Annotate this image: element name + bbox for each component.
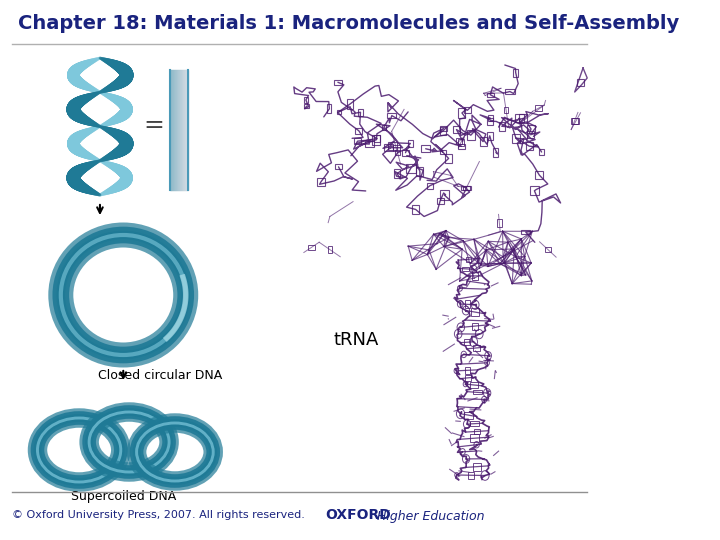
Bar (527, 125, 535, 133)
Bar (459, 108, 465, 118)
Bar (469, 382, 477, 388)
Bar (335, 165, 342, 169)
Bar (462, 267, 469, 271)
Bar (515, 114, 524, 122)
Bar (445, 154, 452, 163)
Bar (472, 272, 478, 280)
Bar (487, 132, 493, 140)
Text: tRNA: tRNA (333, 331, 379, 349)
Bar (456, 138, 462, 144)
Bar (382, 125, 386, 130)
Bar (327, 104, 331, 113)
Bar (472, 308, 479, 316)
Bar (463, 186, 471, 190)
Bar (408, 140, 413, 147)
Bar (374, 136, 380, 142)
Bar (387, 113, 396, 118)
Text: Chapter 18: Materials 1: Macromolecules and Self-Assembly: Chapter 18: Materials 1: Macromolecules … (18, 14, 680, 33)
Bar (527, 131, 534, 138)
Bar (470, 421, 479, 426)
Bar (468, 472, 474, 479)
Text: OXFORD: OXFORD (325, 508, 390, 522)
Bar (392, 145, 400, 151)
Bar (453, 126, 460, 133)
Bar (504, 107, 508, 113)
Bar (359, 109, 363, 116)
Bar (472, 345, 480, 350)
Bar (426, 183, 433, 189)
Bar (539, 149, 544, 155)
Bar (347, 99, 353, 109)
Bar (466, 256, 471, 262)
Text: Supercoiled DNA: Supercoiled DNA (71, 490, 176, 503)
Bar (440, 126, 446, 131)
Bar (308, 245, 315, 250)
Text: Closed circular DNA: Closed circular DNA (99, 369, 222, 382)
Bar (416, 167, 423, 176)
Bar (465, 375, 470, 381)
Bar (470, 434, 479, 442)
Bar (436, 198, 444, 204)
Bar (497, 219, 502, 227)
Bar (328, 246, 332, 253)
Bar (440, 127, 446, 134)
Text: =: = (144, 113, 165, 137)
Bar (412, 205, 419, 214)
Bar (521, 230, 531, 234)
Bar (337, 110, 341, 114)
Bar (519, 114, 528, 123)
Bar (384, 144, 393, 151)
Bar (464, 339, 470, 345)
Bar (465, 300, 470, 308)
Bar (457, 139, 464, 146)
Bar (530, 186, 539, 195)
Bar (406, 164, 415, 172)
Bar (513, 69, 518, 77)
Bar (474, 429, 480, 434)
Bar (304, 97, 308, 103)
Bar (462, 186, 469, 190)
Bar (572, 118, 580, 124)
Bar (505, 89, 515, 94)
Bar (535, 171, 544, 179)
Bar (440, 150, 446, 154)
Bar (487, 118, 493, 125)
Bar (355, 128, 362, 134)
Bar (535, 105, 541, 111)
Bar (365, 141, 374, 147)
Bar (441, 191, 449, 200)
Bar (464, 107, 471, 113)
Bar (464, 367, 469, 374)
Bar (464, 411, 473, 418)
Bar (526, 143, 533, 150)
Bar (488, 115, 492, 122)
Bar (577, 78, 584, 85)
Text: © Oxford University Press, 2007. All rights reserved.: © Oxford University Press, 2007. All rig… (12, 510, 305, 520)
Bar (467, 130, 474, 140)
Bar (545, 247, 551, 252)
Bar (402, 150, 410, 156)
Bar (480, 137, 487, 146)
Bar (421, 145, 431, 152)
Bar (334, 79, 342, 85)
Bar (512, 133, 521, 143)
Bar (387, 142, 397, 150)
Bar (458, 144, 465, 149)
Text: Higher Education: Higher Education (373, 510, 485, 523)
Bar (571, 118, 578, 124)
Bar (472, 390, 482, 394)
Bar (499, 122, 505, 131)
Bar (394, 169, 400, 178)
Bar (354, 138, 361, 144)
Bar (372, 135, 380, 145)
Bar (317, 178, 325, 186)
Bar (493, 148, 498, 157)
Bar (305, 104, 309, 109)
Bar (472, 323, 477, 329)
Bar (473, 463, 481, 471)
Bar (487, 93, 494, 97)
Bar (395, 151, 400, 156)
